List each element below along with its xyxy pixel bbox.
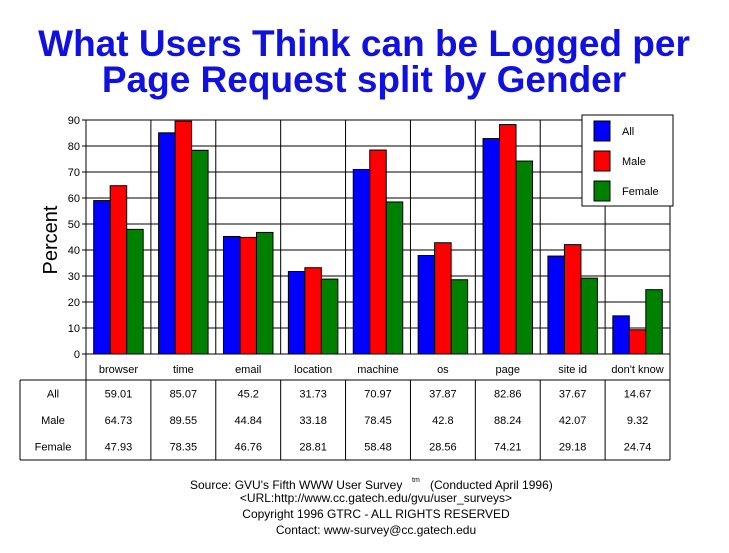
- bar-site-id-female: [580, 277, 598, 355]
- table-cell: 42.07: [559, 415, 587, 427]
- legend-label-male: Male: [622, 156, 646, 168]
- footer-copyright: Copyright 1996 GTRC - ALL RIGHTS RESERVE…: [242, 507, 510, 521]
- table-row-label: All: [47, 388, 59, 400]
- table-cell: 37.67: [559, 388, 587, 400]
- bar-site-id-all: [547, 255, 565, 355]
- bar-os-all: [417, 255, 436, 355]
- table-cell: 88.24: [494, 415, 522, 427]
- y-tick-label-50: 50: [68, 219, 80, 231]
- legend: All Male Female: [581, 114, 674, 207]
- bar-page-male: [499, 124, 517, 355]
- bar-os-male: [434, 242, 452, 355]
- x-tick-label: os: [437, 364, 449, 376]
- table-cell: 82.86: [494, 388, 522, 400]
- legend-swatch-all: [593, 120, 611, 142]
- x-tick-label: site id: [558, 364, 587, 376]
- chart-title-line2: Page Request split by Gender: [102, 59, 626, 100]
- table-cell: 42.8: [432, 415, 453, 427]
- data-table: browser time email location machine os page sit…: [19, 354, 671, 461]
- x-tick-label: don't know: [611, 364, 663, 376]
- table-cell: 14.67: [624, 388, 652, 400]
- bar-don-t-know-all: [612, 315, 630, 355]
- table-cell: 47.93: [105, 442, 133, 454]
- y-tick-label-0: 0: [74, 349, 80, 361]
- table-cell: 29.18: [559, 442, 587, 454]
- table-cell: 33.18: [299, 415, 327, 427]
- chart-title-line1: What Users Think can be Logged per: [38, 23, 690, 64]
- table-cell: 44.84: [234, 415, 262, 427]
- footer-url: <URL:http://www.cc.gatech.edu/gvu/user_s…: [240, 491, 512, 505]
- table-row-label: Female: [35, 442, 72, 454]
- footer-tm: tm: [412, 477, 420, 484]
- bar-location-male: [304, 267, 322, 355]
- legend-label-all: All: [622, 126, 634, 138]
- bar-machine-female: [385, 201, 404, 355]
- x-tick-label: location: [294, 364, 332, 376]
- table-cell: 9.32: [627, 415, 648, 427]
- table-cell: 64.73: [105, 415, 133, 427]
- y-tick-label-70: 70: [68, 167, 80, 179]
- axes: 0 10 20 30 40 50 60 70 80 90: [68, 115, 670, 361]
- table-cell: 85.07: [170, 388, 198, 400]
- bar-page-all: [482, 138, 501, 355]
- bar-time-female: [191, 149, 209, 355]
- y-tick-label-40: 40: [68, 245, 80, 257]
- bar-don-t-know-female: [645, 289, 663, 355]
- legend-label-female: Female: [622, 186, 659, 198]
- footer: Source: GVU's Fifth WWW User Survey tm (…: [190, 477, 553, 537]
- table-cell: 46.76: [234, 442, 262, 454]
- table-cell: 28.56: [429, 442, 457, 454]
- footer-conducted: (Conducted April 1996): [430, 478, 553, 492]
- table-cell: 58.48: [364, 442, 392, 454]
- footer-contact: Contact: www-survey@cc.gatech.edu: [276, 523, 476, 537]
- y-tick-label-10: 10: [68, 323, 80, 335]
- table-cell: 24.74: [624, 442, 652, 454]
- footer-source: Source: GVU's Fifth WWW User Survey: [190, 478, 402, 492]
- y-tick-label-60: 60: [68, 193, 80, 205]
- y-tick-label-80: 80: [68, 141, 80, 153]
- table-cell: 45.2: [238, 388, 259, 400]
- table-cell: 59.01: [105, 388, 133, 400]
- bar-os-female: [450, 279, 469, 355]
- bar-location-all: [287, 271, 306, 355]
- table-cell: 31.73: [299, 388, 327, 400]
- bar-browser-male: [109, 185, 128, 355]
- bar-machine-male: [369, 149, 387, 355]
- bar-email-male: [239, 236, 257, 355]
- bar-browser-all: [93, 200, 111, 355]
- table-cell: 78.35: [170, 442, 198, 454]
- table-row-label: Male: [41, 415, 65, 427]
- bar-time-all: [158, 132, 176, 355]
- x-tick-label: browser: [99, 364, 138, 376]
- bar-email-female: [255, 231, 274, 355]
- legend-swatch-female: [593, 180, 611, 202]
- bar-email-all: [222, 235, 241, 355]
- legend-swatch-male: [593, 150, 611, 172]
- y-axis-label: Percent: [40, 205, 62, 274]
- bar-time-male: [174, 120, 193, 355]
- x-tick-label: page: [496, 364, 520, 376]
- bar-machine-all: [352, 168, 371, 355]
- table-cell: 28.81: [299, 442, 327, 454]
- x-tick-label: email: [235, 364, 261, 376]
- bar-location-female: [320, 278, 339, 355]
- bar-page-female: [515, 160, 534, 355]
- bar-don-t-know-male: [628, 329, 647, 355]
- table-cell: 89.55: [170, 415, 198, 427]
- y-tick-label-20: 20: [68, 297, 80, 309]
- bars: [93, 120, 663, 355]
- y-tick-label-30: 30: [68, 271, 80, 283]
- bar-browser-female: [126, 228, 144, 355]
- table-cell: 70.97: [364, 388, 392, 400]
- bar-site-id-male: [563, 244, 582, 355]
- table-cell: 37.87: [429, 388, 457, 400]
- x-tick-label: machine: [357, 364, 399, 376]
- y-tick-label-90: 90: [68, 115, 80, 127]
- table-cell: 78.45: [364, 415, 392, 427]
- table-cell: 74.21: [494, 442, 522, 454]
- x-tick-label: time: [173, 364, 194, 376]
